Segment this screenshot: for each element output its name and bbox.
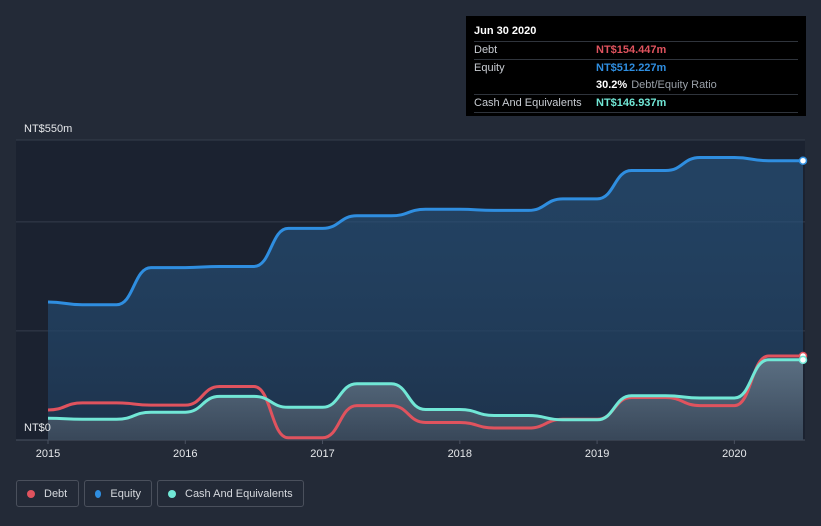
cash-and-equivalents-area — [48, 359, 803, 440]
x-tick-label: 2018 — [448, 448, 472, 460]
series-endpoints — [798, 156, 808, 365]
tooltip-cash-label: Cash And Equivalents — [474, 97, 582, 109]
x-tick-label: 2019 — [585, 448, 609, 460]
legend-debt-label: Debt — [44, 487, 68, 500]
series-lines — [47, 156, 803, 440]
tooltip-debt-value: NT$154.447m — [596, 44, 667, 56]
tooltip-equity-value: NT$512.227m — [596, 62, 667, 74]
cash-and-equivalents-endpoint — [798, 355, 808, 365]
tooltip-cash-value: NT$146.937m — [596, 97, 667, 109]
x-tick-label: 2020 — [722, 448, 746, 460]
equity-dot-icon — [95, 489, 102, 498]
x-tick-label: 2016 — [173, 448, 197, 460]
tooltip-row-ratio: 30.2% Debt/Equity Ratio — [474, 77, 798, 94]
x-tick-label: 2015 — [36, 448, 60, 460]
debt-line — [47, 354, 803, 440]
tooltip-ratio-label: Debt/Equity Ratio — [631, 79, 717, 91]
cash-and-equivalents-line — [47, 358, 803, 422]
legend-cash-label: Cash And Equivalents — [185, 487, 293, 500]
tooltip-equity-label: Equity — [474, 62, 505, 74]
tooltip-row-debt: Debt NT$154.447m — [474, 41, 798, 59]
legend-item-debt[interactable]: Debt — [16, 480, 79, 507]
tooltip-debt-label: Debt — [474, 44, 498, 56]
legend-item-cash[interactable]: Cash And Equivalents — [157, 480, 304, 507]
equity-line — [47, 156, 803, 307]
y-tick-label-top: NT$550m — [24, 123, 73, 135]
legend-equity-label: Equity — [110, 487, 141, 500]
x-axis-ticks: 2015 2016 2017 2018 2019 2020 — [36, 440, 747, 460]
series-areas — [48, 157, 803, 440]
tooltip-row-cash: Cash And Equivalents NT$146.937m — [474, 94, 798, 113]
tooltip-date: Jun 30 2020 — [474, 25, 537, 37]
tooltip-ratio-value: 30.2% — [596, 79, 628, 91]
tooltip-row-equity: Equity NT$512.227m — [474, 59, 798, 77]
equity-area — [48, 157, 803, 440]
debt-dot-icon — [27, 489, 35, 498]
legend-item-equity[interactable]: Equity — [84, 480, 152, 507]
tooltip: Jun 30 2020 Debt NT$154.447m Equity NT$5… — [466, 16, 806, 116]
cash-dot-icon — [168, 489, 176, 498]
equity-endpoint — [798, 156, 808, 165]
y-tick-label-bottom: NT$0 — [24, 422, 51, 434]
x-tick-label: 2017 — [310, 448, 334, 460]
